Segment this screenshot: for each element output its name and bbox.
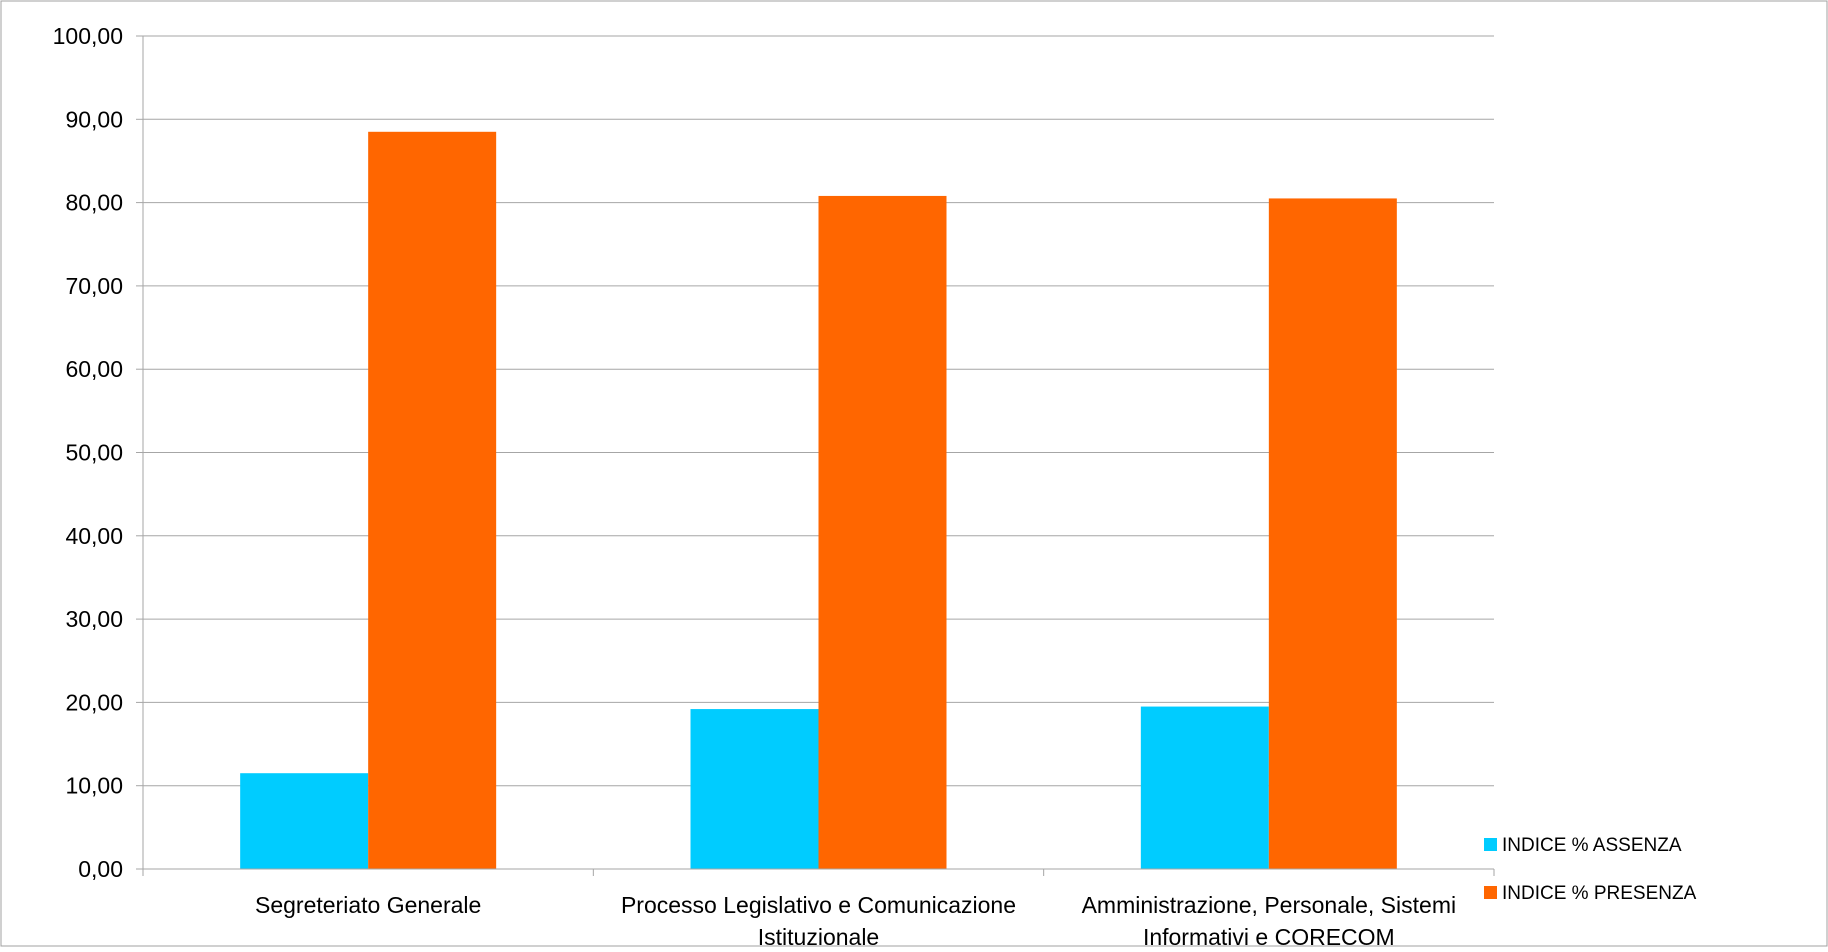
y-tick-label: 60,00 bbox=[65, 356, 123, 382]
bar-presenza bbox=[818, 195, 947, 869]
legend-label: INDICE % PRESENZA bbox=[1502, 883, 1697, 904]
x-tick-label: Processo Legislativo e Comunicazione bbox=[621, 892, 1016, 918]
tick-labels: 0,00 10,00 20,00 30,00 40,00 50,00 60,00 70,00 8… bbox=[53, 23, 1457, 950]
bars bbox=[240, 131, 1397, 870]
x-tick-label: Segreteriato Generale bbox=[255, 892, 481, 918]
y-tick-label: 30,00 bbox=[65, 606, 123, 632]
bar-assenza bbox=[690, 709, 819, 869]
legend-swatch bbox=[1484, 886, 1497, 899]
y-tick-label: 40,00 bbox=[65, 523, 123, 549]
y-tick-label: 0,00 bbox=[78, 856, 123, 882]
y-tick-label: 10,00 bbox=[65, 773, 123, 799]
y-tick-label: 100,00 bbox=[53, 23, 123, 49]
bar-presenza bbox=[368, 131, 497, 870]
y-tick-label: 50,00 bbox=[65, 440, 123, 466]
bar-presenza bbox=[1268, 198, 1397, 869]
axes bbox=[136, 35, 1495, 876]
legend-swatch bbox=[1484, 838, 1497, 851]
x-tick-label: Amministrazione, Personale, Sistemi bbox=[1082, 892, 1457, 918]
legend-label: INDICE % ASSENZA bbox=[1502, 835, 1682, 856]
bar-assenza bbox=[1140, 706, 1269, 869]
x-tick-label: Istituzionale bbox=[758, 924, 879, 947]
x-tick-label: Informativi e CORECOM bbox=[1143, 924, 1395, 947]
bar-assenza bbox=[240, 773, 369, 869]
y-tick-label: 70,00 bbox=[65, 273, 123, 299]
y-tick-label: 90,00 bbox=[65, 106, 123, 132]
y-tick-label: 20,00 bbox=[65, 689, 123, 715]
legend: INDICE % ASSENZA INDICE % PRESENZA bbox=[1484, 835, 1697, 904]
y-tick-label: 80,00 bbox=[65, 190, 123, 216]
